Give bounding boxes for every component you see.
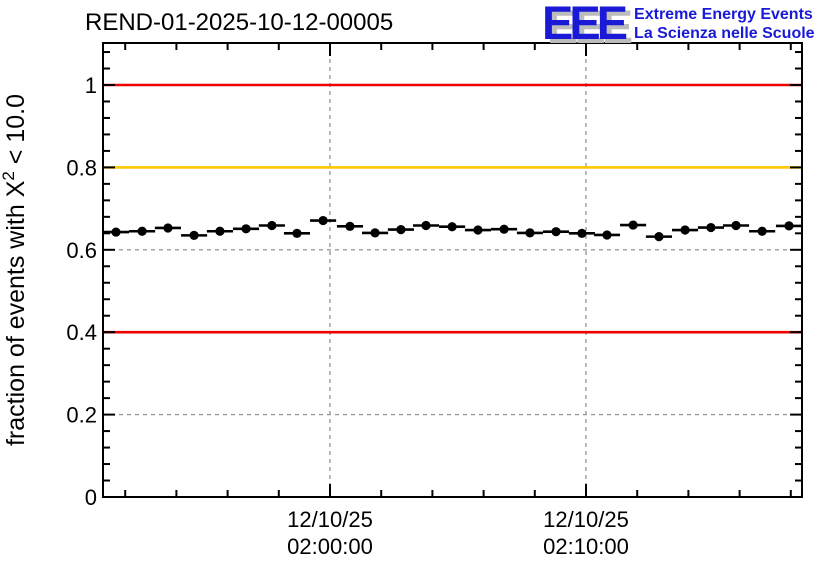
data-point-marker <box>292 228 302 238</box>
x-tick-label: 12/10/25 <box>287 507 373 532</box>
data-point-marker <box>499 224 509 234</box>
data-point-marker <box>706 222 716 233</box>
eee-logo-acronym: EEE <box>542 0 628 49</box>
y-tick-label: 1 <box>85 73 97 98</box>
data-point-marker <box>189 230 199 240</box>
data-point-marker <box>215 226 225 236</box>
data-point-marker <box>757 226 767 236</box>
data-point-marker <box>241 224 251 234</box>
y-tick-label: 0.2 <box>66 403 97 428</box>
eee-logo: EEE Extreme Energy Events La Scienza nel… <box>542 0 815 49</box>
x-tick-label: 02:10:00 <box>543 534 629 559</box>
data-point-marker <box>473 225 483 235</box>
eee-logo-tagline-2: La Scienza nelle Scuole <box>634 25 815 42</box>
data-point-marker <box>447 222 457 232</box>
eee-logo-taglines: Extreme Energy Events La Scienza nelle S… <box>634 2 815 43</box>
data-point-marker <box>267 220 277 231</box>
data-point-marker <box>318 215 328 226</box>
data-point-marker <box>111 227 121 237</box>
data-point-marker <box>370 228 380 238</box>
data-point-marker <box>731 220 741 231</box>
data-point-marker <box>551 227 561 237</box>
plot-title: REND-01-2025-10-12-00005 <box>85 9 394 36</box>
eee-logo-tagline-1: Extreme Energy Events <box>634 6 813 23</box>
data-point-marker <box>525 228 535 238</box>
data-point-marker <box>654 232 664 242</box>
y-tick-label: 0.8 <box>66 155 97 180</box>
data-point-marker <box>421 220 431 231</box>
x-tick-label: 02:00:00 <box>287 534 373 559</box>
y-tick-label: 0.4 <box>66 320 97 345</box>
data-point-marker <box>628 220 638 230</box>
data-point-marker <box>396 225 406 235</box>
data-point-marker <box>602 230 612 240</box>
data-point-marker <box>784 221 794 231</box>
y-axis-title: fraction of events with X2 < 10.0 <box>0 94 30 446</box>
data-point-marker <box>163 223 173 233</box>
data-point-marker <box>680 225 690 235</box>
data-point-marker <box>345 221 355 231</box>
x-tick-label: 12/10/25 <box>543 507 629 532</box>
y-tick-label: 0.6 <box>66 238 97 263</box>
data-point-marker <box>577 228 587 238</box>
plot-frame <box>102 42 803 498</box>
y-tick-label: 0 <box>85 485 97 510</box>
data-point-marker <box>137 226 147 236</box>
